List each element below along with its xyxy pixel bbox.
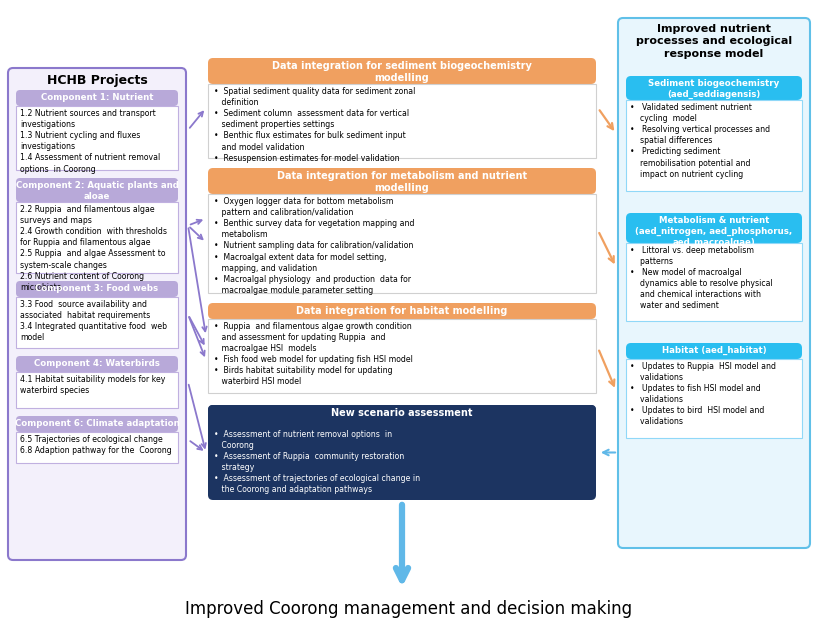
Text: •   Updates to Ruppia  HSI model and
    validations
•   Updates to fish HSI mod: • Updates to Ruppia HSI model and valida… <box>630 362 776 426</box>
Text: 2.2 Ruppia  and filamentous algae
surveys and maps
2.4 Growth condition  with th: 2.2 Ruppia and filamentous algae surveys… <box>20 205 167 291</box>
FancyBboxPatch shape <box>208 58 596 84</box>
FancyBboxPatch shape <box>16 281 178 297</box>
Text: Data integration for sediment biogeochemistry
modelling: Data integration for sediment biogeochem… <box>272 61 532 84</box>
FancyBboxPatch shape <box>618 18 810 548</box>
Bar <box>16 432 178 463</box>
Text: HCHB Projects: HCHB Projects <box>47 74 147 87</box>
Text: Metabolism & nutrient
(aed_nitrogen, aed_phosphorus,
aed_macroalgae): Metabolism & nutrient (aed_nitrogen, aed… <box>636 216 792 247</box>
FancyBboxPatch shape <box>16 356 178 372</box>
FancyBboxPatch shape <box>16 90 178 106</box>
Text: •  Spatial sediment quality data for sediment zonal
   definition
•  Sediment co: • Spatial sediment quality data for sedi… <box>214 87 415 163</box>
FancyBboxPatch shape <box>16 416 178 432</box>
Text: Data integration for metabolism and nutrient
modelling: Data integration for metabolism and nutr… <box>277 171 527 193</box>
Text: Component 4: Waterbirds: Component 4: Waterbirds <box>34 359 160 368</box>
FancyBboxPatch shape <box>208 405 596 427</box>
Text: •  Ruppia  and filamentous algae growth condition
   and assessment for updating: • Ruppia and filamentous algae growth co… <box>214 322 413 386</box>
Text: Component 6: Climate adaptation: Component 6: Climate adaptation <box>15 419 180 428</box>
Text: Component 2: Aquatic plants and
aloae: Component 2: Aquatic plants and aloae <box>16 181 178 201</box>
Bar <box>208 194 596 293</box>
Text: 6.5 Trajectories of ecological change
6.8 Adaption pathway for the  Coorong: 6.5 Trajectories of ecological change 6.… <box>20 435 172 455</box>
Text: 4.1 Habitat suitability models for key
waterbird species: 4.1 Habitat suitability models for key w… <box>20 375 165 395</box>
Bar <box>208 84 596 158</box>
Bar <box>16 372 178 408</box>
Text: Component 1: Nutrient: Component 1: Nutrient <box>41 93 154 102</box>
Text: Sediment biogeochemistry
(aed_seddiagensis): Sediment biogeochemistry (aed_seddiagens… <box>649 79 779 99</box>
FancyBboxPatch shape <box>626 213 802 243</box>
Text: 1.2 Nutrient sources and transport
investigations
1.3 Nutrient cycling and fluxe: 1.2 Nutrient sources and transport inves… <box>20 109 160 173</box>
Bar <box>16 297 178 348</box>
Text: •  Oxygen logger data for bottom metabolism
   pattern and calibration/validatio: • Oxygen logger data for bottom metaboli… <box>214 197 414 295</box>
Text: •   Validated sediment nutrient
    cycling  model
•   Resolving vertical proces: • Validated sediment nutrient cycling mo… <box>630 103 770 178</box>
Text: Improved nutrient
processes and ecological
response model: Improved nutrient processes and ecologic… <box>636 24 792 59</box>
Text: New scenario assessment: New scenario assessment <box>331 408 473 418</box>
Bar <box>626 100 802 191</box>
FancyBboxPatch shape <box>626 76 802 100</box>
Bar <box>16 106 178 170</box>
FancyBboxPatch shape <box>208 405 596 500</box>
FancyBboxPatch shape <box>208 168 596 194</box>
FancyBboxPatch shape <box>208 303 596 319</box>
Text: Data integration for habitat modelling: Data integration for habitat modelling <box>297 306 507 316</box>
Bar <box>16 202 178 273</box>
FancyBboxPatch shape <box>626 343 802 359</box>
FancyBboxPatch shape <box>16 178 178 202</box>
Bar <box>626 359 802 438</box>
Bar <box>626 243 802 321</box>
FancyBboxPatch shape <box>8 68 186 560</box>
Text: Component 3: Food webs: Component 3: Food webs <box>35 284 158 293</box>
Bar <box>208 319 596 393</box>
Text: Habitat (aed_habitat): Habitat (aed_habitat) <box>662 346 766 355</box>
Text: 3.3 Food  source availability and
associated  habitat requirements
3.4 Integrate: 3.3 Food source availability and associa… <box>20 300 167 342</box>
Text: •   Littoral vs. deep metabolism
    patterns
•   New model of macroalgal
    dy: • Littoral vs. deep metabolism patterns … <box>630 246 773 310</box>
Text: •  Assessment of nutrient removal options  in
   Coorong
•  Assessment of Ruppia: • Assessment of nutrient removal options… <box>214 430 420 494</box>
Text: Improved Coorong management and decision making: Improved Coorong management and decision… <box>185 600 632 618</box>
